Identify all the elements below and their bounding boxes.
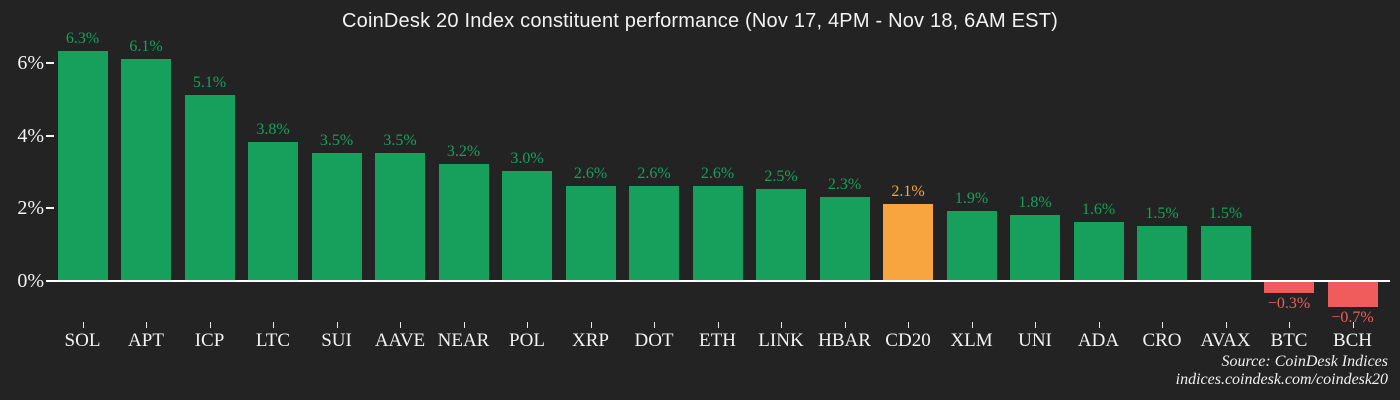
x-axis-label-pol: POL: [509, 330, 545, 351]
x-axis-label-ada: ADA: [1077, 330, 1120, 351]
y-axis-tick-mark: [46, 207, 54, 210]
x-axis-tick-mark: [209, 322, 211, 328]
bar-value-label-ada: 1.6%: [1081, 200, 1116, 218]
bar-sol: [57, 51, 108, 280]
x-axis-label-icp: ICP: [194, 330, 225, 351]
bar-pol: [502, 171, 552, 280]
bar-hbar: [819, 196, 870, 280]
y-axis-tick-label: 6%: [17, 52, 44, 75]
bar-value-label-bch: −0.7%: [1331, 309, 1374, 327]
bar-value-label-sui: 3.5%: [319, 131, 354, 149]
bar-eth: [692, 185, 743, 280]
bar-ada: [1073, 221, 1124, 280]
y-axis-tick-label: 4%: [17, 124, 44, 147]
bar-value-label-xrp: 2.6%: [573, 164, 608, 182]
bar-value-label-aave: 3.5%: [383, 131, 417, 149]
x-axis-label-cd20: CD20: [885, 330, 931, 351]
x-axis-tick-mark: [781, 322, 782, 328]
x-axis-label-xlm: XLM: [950, 330, 993, 351]
x-axis-tick-mark: [908, 322, 909, 328]
bar-icp: [184, 94, 235, 280]
bar-value-label-ltc: 3.8%: [256, 121, 290, 139]
x-axis-label-eth: ETH: [699, 330, 736, 351]
x-axis-tick-mark: [717, 322, 719, 328]
bar-value-label-eth: 2.6%: [700, 164, 735, 182]
bar-apt: [121, 58, 171, 280]
bar-value-label-cd20: 2.1%: [891, 182, 925, 200]
x-axis-tick-mark: [1162, 322, 1163, 328]
source-attribution: Source: CoinDesk Indices indices.coindes…: [1176, 353, 1388, 389]
x-axis-label-avax: AVAX: [1200, 330, 1251, 351]
bar-value-label-hbar: 2.3%: [827, 175, 862, 193]
x-axis-tick-mark: [654, 322, 655, 328]
x-axis-tick-mark: [1098, 322, 1100, 328]
x-axis-baseline: [47, 280, 1390, 282]
bar-value-label-sol: 6.3%: [65, 30, 100, 48]
x-axis-tick-mark: [1035, 322, 1036, 328]
bar-aave: [375, 152, 425, 280]
x-axis-tick-mark: [527, 322, 528, 328]
x-axis-label-btc: BTC: [1270, 330, 1308, 351]
bar-value-label-pol: 3.0%: [510, 150, 544, 168]
bar-ltc: [248, 142, 298, 280]
bar-sui: [311, 152, 362, 280]
x-axis-tick-mark: [1225, 322, 1227, 328]
x-axis-label-dot: DOT: [634, 330, 674, 351]
x-axis-label-apt: APT: [128, 330, 164, 351]
x-axis-label-ltc: LTC: [255, 330, 291, 351]
x-axis-tick-mark: [463, 322, 465, 328]
bar-xrp: [565, 185, 616, 280]
x-axis-tick-mark: [82, 322, 84, 328]
x-axis-label-link: LINK: [758, 330, 804, 351]
bar-avax: [1200, 225, 1251, 280]
x-axis-label-near: NEAR: [437, 330, 490, 351]
bar-value-label-xlm: 1.9%: [954, 190, 989, 208]
bar-value-label-avax: 1.5%: [1208, 204, 1243, 222]
x-axis-tick-mark: [1352, 322, 1354, 328]
x-axis-tick-mark: [400, 322, 401, 328]
bar-uni: [1010, 214, 1060, 280]
x-axis-label-uni: UNI: [1018, 330, 1052, 351]
bar-value-label-dot: 2.6%: [637, 164, 671, 182]
x-axis-tick-mark: [273, 322, 274, 328]
bar-value-label-apt: 6.1%: [129, 37, 163, 55]
x-axis-label-cro: CRO: [1142, 330, 1182, 351]
x-axis-tick-mark: [1289, 322, 1290, 328]
bar-xlm: [946, 211, 997, 280]
x-axis-label-hbar: HBAR: [818, 330, 871, 351]
bar-cd20: [883, 203, 933, 280]
bar-dot: [629, 185, 679, 280]
source-url: indices.coindesk.com/coindesk20: [1175, 371, 1388, 388]
x-axis-tick-mark: [336, 322, 338, 328]
x-axis-tick-mark: [590, 322, 592, 328]
chart-title: CoinDesk 20 Index constituent performanc…: [341, 10, 1059, 32]
bar-btc: [1264, 282, 1314, 293]
x-axis-label-xrp: XRP: [572, 330, 609, 351]
bar-value-label-icp: 5.1%: [192, 73, 227, 91]
source-text: Source: CoinDesk Indices: [1221, 353, 1388, 370]
x-axis-label-sui: SUI: [321, 330, 352, 351]
bar-link: [756, 189, 806, 280]
x-axis-tick-mark: [844, 322, 846, 328]
x-axis-label-bch: BCH: [1332, 330, 1373, 351]
y-axis-tick-mark: [46, 134, 54, 137]
bar-value-label-btc: −0.3%: [1267, 294, 1311, 312]
bar-value-label-near: 3.2%: [446, 142, 481, 160]
bar-value-label-cro: 1.5%: [1145, 204, 1179, 222]
x-axis-tick-mark: [971, 322, 973, 328]
x-axis-tick-mark: [146, 322, 147, 328]
bar-cro: [1137, 225, 1187, 280]
x-axis-label-sol: SOL: [64, 330, 101, 351]
bar-value-label-link: 2.5%: [764, 168, 798, 186]
bar-bch: [1327, 282, 1378, 308]
x-axis-label-aave: AAVE: [374, 330, 426, 351]
y-axis-tick-mark: [46, 62, 54, 65]
y-axis-tick-label: 2%: [17, 197, 44, 220]
y-axis-tick-label: 0%: [17, 270, 44, 292]
bar-value-label-uni: 1.8%: [1018, 193, 1052, 211]
bar-near: [438, 163, 489, 280]
